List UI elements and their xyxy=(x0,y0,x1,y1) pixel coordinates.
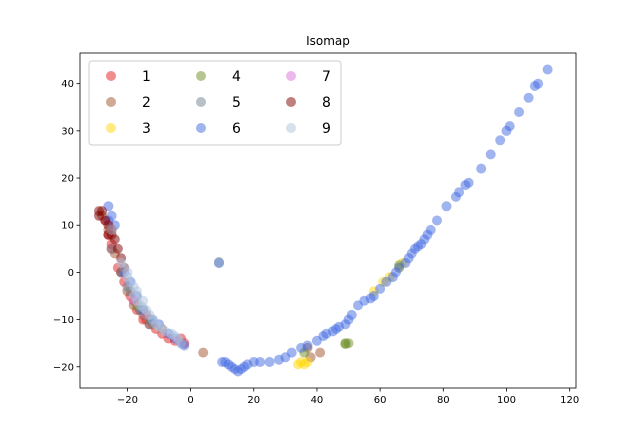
legend-label-4: 4 xyxy=(232,69,241,85)
data-point-series-6 xyxy=(476,163,487,174)
x-tick-label: 20 xyxy=(247,395,260,406)
data-point-series-6 xyxy=(264,357,275,367)
data-point-series-2 xyxy=(198,347,209,358)
data-point-series-9 xyxy=(106,224,117,235)
data-point-series-9 xyxy=(214,258,224,268)
legend-marker-8 xyxy=(286,97,296,107)
y-tick-label: −20 xyxy=(53,362,74,373)
data-point-series-6 xyxy=(217,357,228,367)
y-tick-label: 0 xyxy=(68,268,74,279)
x-tick-label: −20 xyxy=(117,395,138,406)
data-point-series-8 xyxy=(112,243,123,254)
y-tick-label: 40 xyxy=(61,79,74,90)
data-point-series-9 xyxy=(176,338,187,349)
data-point-series-6 xyxy=(450,191,461,202)
data-point-series-6 xyxy=(381,276,392,287)
y-axis: −20 −10 0 10 20 30 40 xyxy=(53,79,80,373)
x-tick-label: 40 xyxy=(311,395,324,406)
legend-label-6: 6 xyxy=(232,121,241,137)
legend-marker-2 xyxy=(106,97,116,107)
legend: 1 2 3 4 5 6 7 8 9 xyxy=(88,60,342,146)
legend-label-1: 1 xyxy=(142,69,151,85)
legend-marker-4 xyxy=(196,71,206,81)
data-point-series-2 xyxy=(315,347,326,358)
legend-marker-9 xyxy=(286,123,296,133)
legend-label-2: 2 xyxy=(142,95,151,111)
data-point-series-9 xyxy=(131,286,142,297)
legend-marker-1 xyxy=(106,71,116,81)
legend-label-3: 3 xyxy=(142,121,151,137)
x-tick-label: 0 xyxy=(187,395,193,406)
plot-frame xyxy=(79,52,577,389)
data-point-series-6 xyxy=(542,64,553,75)
data-point-series-6 xyxy=(353,300,363,311)
y-tick-label: 10 xyxy=(61,221,74,232)
x-tick-label: 120 xyxy=(560,395,579,406)
x-tick-label: 100 xyxy=(497,395,516,406)
legend-box xyxy=(88,60,342,146)
data-point-series-6 xyxy=(274,354,284,365)
data-point-series-6 xyxy=(311,335,322,346)
x-tick-label: 80 xyxy=(437,395,450,406)
data-point-series-6 xyxy=(460,180,471,191)
legend-label-9: 9 xyxy=(322,121,331,137)
data-point-series-3 xyxy=(293,359,303,370)
y-tick-label: 20 xyxy=(61,174,74,185)
data-point-series-9 xyxy=(122,272,133,283)
legend-label-8: 8 xyxy=(322,95,331,111)
data-point-series-6 xyxy=(514,107,525,117)
legend-label-7: 7 xyxy=(322,69,331,85)
data-point-series-6 xyxy=(495,135,506,146)
legend-marker-7 xyxy=(286,71,296,81)
points-layer xyxy=(94,64,553,377)
data-point-series-3 xyxy=(302,357,313,367)
x-axis: −20 0 20 40 60 80 100 120 xyxy=(117,388,579,406)
y-tick-label: 30 xyxy=(61,126,74,137)
data-point-series-6 xyxy=(296,342,307,353)
data-point-series-6 xyxy=(375,283,386,294)
data-point-series-6 xyxy=(485,149,496,160)
legend-marker-5 xyxy=(196,97,206,107)
data-point-series-6 xyxy=(441,201,452,212)
data-point-series-4 xyxy=(343,338,354,349)
data-point-series-6 xyxy=(432,215,442,226)
legend-label-5: 5 xyxy=(232,95,241,111)
legend-marker-6 xyxy=(196,123,206,133)
chart-title: Isomap xyxy=(306,34,350,48)
legend-marker-3 xyxy=(106,123,116,133)
data-point-series-6 xyxy=(529,81,540,91)
data-point-series-6 xyxy=(501,125,512,136)
y-tick-label: −10 xyxy=(53,315,74,326)
data-point-series-9 xyxy=(138,295,149,306)
x-tick-label: 60 xyxy=(374,395,387,406)
data-point-series-6 xyxy=(523,92,534,103)
